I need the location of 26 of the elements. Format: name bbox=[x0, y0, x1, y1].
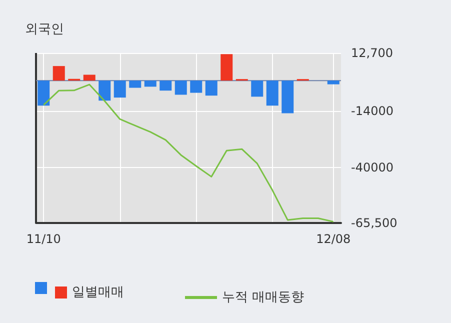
y-tick-label: 12,700 bbox=[351, 46, 393, 60]
y-tick-label: -14000 bbox=[351, 104, 394, 118]
x-tick-label: 12/08 bbox=[316, 232, 351, 246]
bar bbox=[251, 80, 264, 97]
bar bbox=[282, 80, 294, 114]
bar bbox=[190, 80, 202, 93]
bar bbox=[38, 80, 50, 106]
y-tick-label: -65,500 bbox=[351, 216, 398, 230]
bar bbox=[114, 80, 126, 98]
y-tick-label: -40000 bbox=[351, 160, 394, 175]
bar bbox=[98, 80, 111, 101]
bar bbox=[220, 54, 233, 81]
bar bbox=[83, 74, 96, 81]
bar bbox=[205, 80, 218, 96]
bar bbox=[160, 80, 172, 91]
bar bbox=[144, 80, 156, 87]
line-series bbox=[42, 84, 334, 222]
legend-label: 누적 매매동향 bbox=[222, 290, 304, 305]
bar bbox=[266, 80, 278, 106]
legend-label: 일별매매 bbox=[72, 285, 124, 300]
chart-title: 외국인 bbox=[25, 22, 64, 37]
bar bbox=[327, 80, 340, 84]
bar bbox=[174, 80, 187, 95]
bar bbox=[129, 80, 142, 88]
x-tick-label: 11/10 bbox=[26, 232, 61, 246]
bar bbox=[52, 66, 65, 81]
